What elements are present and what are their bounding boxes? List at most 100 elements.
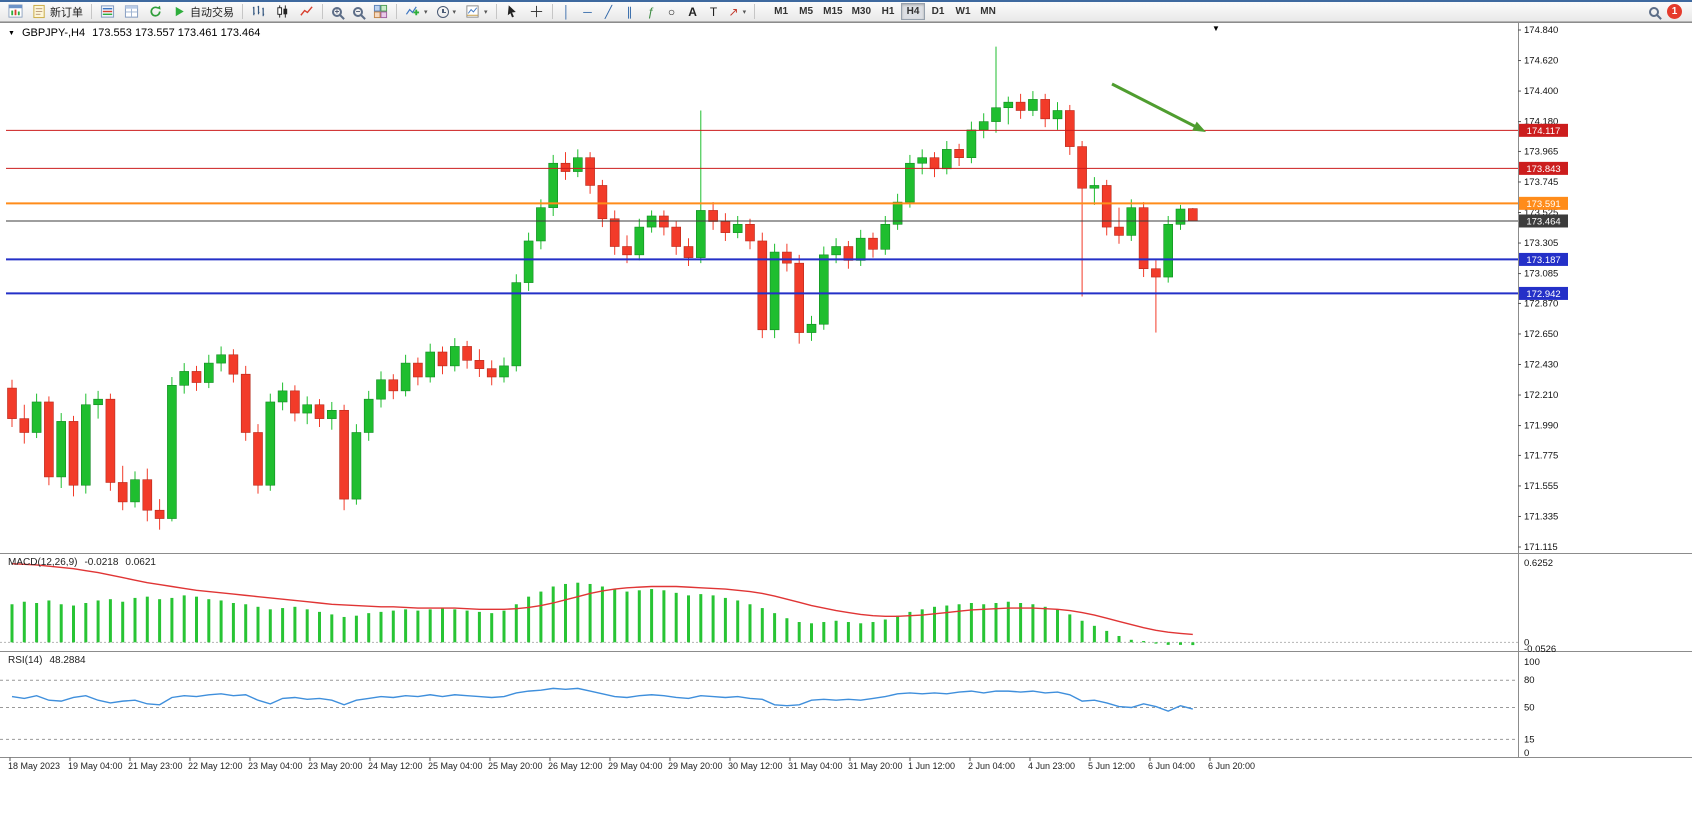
- svg-text:6 Jun 20:00: 6 Jun 20:00: [1208, 761, 1255, 771]
- templates-button[interactable]: ▾: [461, 3, 492, 21]
- svg-text:26 May 12:00: 26 May 12:00: [548, 761, 603, 771]
- data-window-button[interactable]: [120, 3, 143, 21]
- rsi-indicator: 100 80 50 15 0: [0, 657, 1540, 759]
- text-tool-button[interactable]: A: [683, 3, 703, 21]
- svg-text:5 Jun 12:00: 5 Jun 12:00: [1088, 761, 1135, 771]
- notification-badge[interactable]: 1: [1667, 4, 1682, 19]
- svg-text:171.990: 171.990: [1524, 421, 1558, 432]
- timeframe-h4-button[interactable]: H4: [901, 3, 926, 20]
- chart-window-icon: [8, 4, 23, 18]
- indicators-button[interactable]: ▾: [401, 3, 432, 21]
- shapes-tool-button[interactable]: ○: [662, 3, 682, 21]
- svg-text:173.464: 173.464: [1526, 216, 1560, 227]
- chart-area[interactable]: 174.840 174.620 174.400 174.180 173.965 173.7…: [0, 22, 1692, 838]
- trendline-tool-button[interactable]: ╱: [599, 3, 619, 21]
- svg-text:29 May 20:00: 29 May 20:00: [668, 761, 723, 771]
- bar-chart-mode-button[interactable]: [247, 3, 270, 21]
- svg-text:2 Jun 04:00: 2 Jun 04:00: [968, 761, 1015, 771]
- svg-text:173.745: 173.745: [1524, 177, 1558, 188]
- time-axis[interactable]: 18 May 2023 19 May 04:00 21 May 23:00 22 Ma…: [8, 757, 1255, 772]
- tile-windows-button[interactable]: [369, 3, 392, 21]
- ohlc-values: 173.553 173.557 173.461 173.464: [92, 27, 261, 39]
- svg-text:173.965: 173.965: [1524, 146, 1558, 157]
- zoom-in-button[interactable]: +: [327, 3, 347, 21]
- macd-label: MACD(12,26,9) -0.0218 0.0621: [8, 557, 156, 568]
- svg-text:174.840: 174.840: [1524, 25, 1558, 36]
- data-window-icon: [124, 5, 139, 18]
- line-chart-icon: [300, 6, 313, 16]
- dropdown-arrow-icon: ▾: [742, 8, 747, 16]
- label-tool-button[interactable]: T: [704, 3, 724, 21]
- macd-name: MACD(12,26,9): [8, 557, 78, 568]
- svg-text:173.305: 173.305: [1524, 238, 1558, 249]
- svg-text:171.335: 171.335: [1524, 511, 1558, 522]
- svg-text:171.775: 171.775: [1524, 450, 1558, 461]
- toolbar-separator: [322, 4, 323, 19]
- channel-tool-button[interactable]: ∥: [620, 3, 640, 21]
- timeframe-w1-button[interactable]: W1: [951, 3, 975, 20]
- svg-text:173.085: 173.085: [1524, 269, 1558, 280]
- timeframe-mn-button[interactable]: MN: [976, 3, 1000, 20]
- arrows-tool-button[interactable]: ↗ ▾: [725, 3, 751, 21]
- search-icon: [1649, 6, 1659, 17]
- svg-text:172.430: 172.430: [1524, 359, 1558, 370]
- svg-text:31 May 20:00: 31 May 20:00: [848, 761, 903, 771]
- toolbar-separator: [495, 4, 497, 19]
- price-chart[interactable]: 174.840 174.620 174.400 174.180 173.965 173.7…: [0, 22, 1692, 838]
- symbol-period-text: GBPJPY-,H4: [21, 27, 86, 39]
- line-chart-mode-button[interactable]: [295, 3, 318, 21]
- svg-text:31 May 04:00: 31 May 04:00: [788, 761, 843, 771]
- timeframe-m15-button[interactable]: M15: [819, 3, 846, 20]
- svg-text:1 Jun 12:00: 1 Jun 12:00: [908, 761, 955, 771]
- autotrading-play-icon: [175, 6, 184, 17]
- macd-signal-value: 0.0621: [125, 557, 156, 568]
- market-watch-button[interactable]: [96, 3, 119, 21]
- zoom-out-button[interactable]: −: [348, 3, 368, 21]
- timeframe-m30-button[interactable]: M30: [848, 3, 875, 20]
- one-click-trading-toggle-icon[interactable]: ▼: [8, 29, 15, 37]
- svg-text:172.210: 172.210: [1524, 390, 1558, 401]
- candlestick-mode-button[interactable]: [271, 3, 294, 21]
- chart-window-button[interactable]: [4, 3, 27, 21]
- refresh-button[interactable]: [144, 3, 167, 21]
- svg-text:23 May 20:00: 23 May 20:00: [308, 761, 363, 771]
- timeframe-m5-button[interactable]: M5: [794, 3, 818, 20]
- cursor-tool-button[interactable]: [501, 3, 524, 21]
- chart-end-marker-icon[interactable]: ▼: [1212, 24, 1220, 33]
- search-button[interactable]: [1644, 3, 1664, 21]
- toolbar-separator: [396, 4, 397, 19]
- macd-indicator: 0.6252 0-0.0526: [0, 558, 1556, 655]
- svg-text:174.400: 174.400: [1524, 86, 1558, 97]
- zoom-out-icon: −: [353, 6, 363, 17]
- fibonacci-tool-button[interactable]: ƒ: [641, 3, 661, 21]
- fibonacci-icon: ƒ: [647, 4, 654, 19]
- svg-text:172.650: 172.650: [1524, 329, 1558, 340]
- main-toolbar: 新订单 自动交易 + −: [0, 0, 1692, 22]
- rsi-name: RSI(14): [8, 655, 43, 666]
- new-order-button[interactable]: 新订单: [28, 3, 87, 21]
- new-order-label: 新订单: [50, 6, 83, 19]
- horizontal-line-objects[interactable]: [6, 129, 1518, 295]
- vertical-line-tool-button[interactable]: │: [557, 3, 577, 21]
- horizontal-line-icon: ─: [583, 4, 592, 19]
- svg-text:6 Jun 04:00: 6 Jun 04:00: [1148, 761, 1195, 771]
- timeframe-group: M1 M5 M15 M30 H1 H4 D1 W1 MN: [769, 3, 1000, 20]
- crosshair-tool-button[interactable]: [525, 3, 548, 21]
- horizontal-line-tool-button[interactable]: ─: [578, 3, 598, 21]
- autotrading-button[interactable]: 自动交易: [168, 3, 238, 21]
- candlestick-icon: [277, 5, 288, 18]
- svg-text:23 May 04:00: 23 May 04:00: [248, 761, 303, 771]
- timeframe-m1-button[interactable]: M1: [769, 3, 793, 20]
- timeframe-d1-button[interactable]: D1: [926, 3, 950, 20]
- clock-icon: [436, 5, 449, 18]
- periods-button[interactable]: ▾: [433, 3, 461, 21]
- timeframe-h1-button[interactable]: H1: [876, 3, 900, 20]
- price-axis[interactable]: 174.840 174.620 174.400 174.180 173.965 173.7…: [1518, 25, 1558, 553]
- bar-chart-icon: [252, 5, 265, 17]
- vertical-line-icon: │: [562, 4, 571, 19]
- autotrading-label: 自动交易: [190, 6, 234, 19]
- svg-text:22 May 12:00: 22 May 12:00: [188, 761, 243, 771]
- svg-text:174.180: 174.180: [1524, 117, 1558, 128]
- toolbar-separator: [551, 4, 553, 19]
- trend-arrow-annotation[interactable]: [1111, 82, 1206, 132]
